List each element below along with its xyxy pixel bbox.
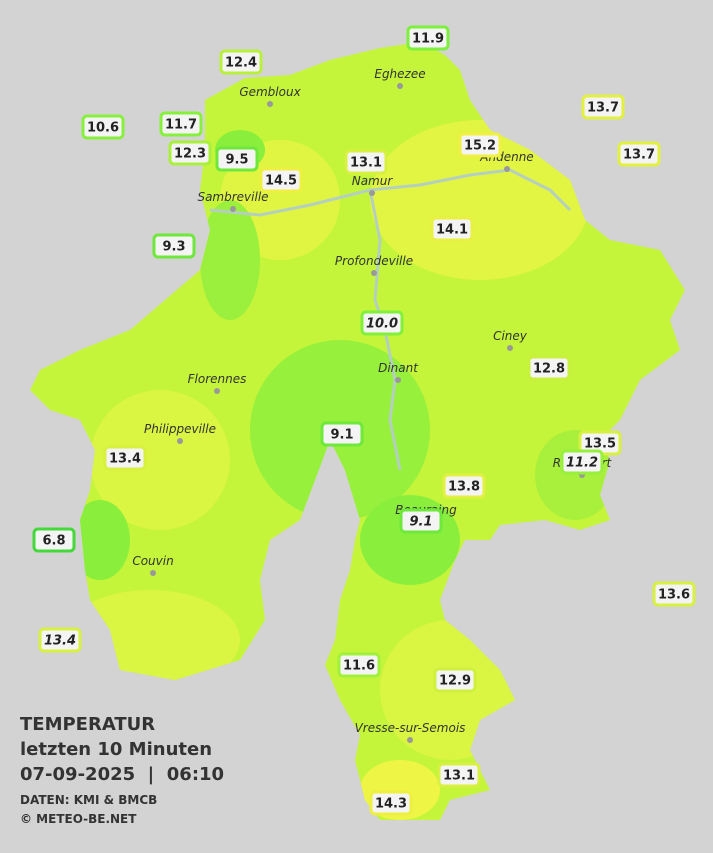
station-value: 9.1 — [330, 428, 353, 443]
station-box — [32, 527, 76, 553]
station-value: 12.3 — [174, 147, 206, 162]
station-box — [430, 216, 474, 242]
station-value: 11.7 — [165, 118, 197, 133]
city-dot — [507, 345, 513, 351]
station-box — [320, 421, 364, 447]
station-value: 12.9 — [439, 674, 471, 689]
city-name: Couvin — [132, 554, 173, 568]
city-name: Eghezee — [374, 67, 425, 81]
station-box — [168, 140, 212, 166]
subtitle: letzten 10 Minuten — [20, 739, 212, 760]
city-name: Gembloux — [239, 85, 301, 99]
city-dot — [397, 83, 403, 89]
station-box — [159, 111, 203, 137]
station-box — [259, 167, 303, 193]
station-value: 13.7 — [623, 148, 655, 163]
city-name: Sambreville — [197, 190, 268, 204]
city-dot — [177, 438, 183, 444]
station-value: 13.1 — [443, 769, 475, 784]
city-dot — [230, 206, 236, 212]
station-box — [406, 25, 450, 51]
station-box — [369, 790, 413, 816]
datetime: 07-09-2025 | 06:10 — [20, 764, 224, 785]
city-dot — [214, 388, 220, 394]
station-value: 14.5 — [265, 174, 297, 189]
station-box — [581, 94, 625, 120]
station-value: 13.1 — [350, 156, 382, 171]
station-value: 9.3 — [162, 240, 185, 255]
city-name: Dinant — [378, 361, 419, 375]
station-box — [152, 233, 196, 259]
station-value: 14.3 — [375, 797, 407, 812]
city-name: Namur — [352, 174, 394, 188]
station-value: 15.2 — [464, 139, 496, 154]
station-box — [337, 652, 381, 678]
station-box — [458, 132, 502, 158]
copyright: © METEO-BE.NET — [20, 812, 137, 826]
station-value: 14.1 — [436, 223, 468, 238]
station-value: 10.6 — [87, 121, 119, 136]
title: TEMPERATUR — [20, 714, 155, 735]
station-value: 12.8 — [533, 362, 565, 377]
city-dot — [395, 377, 401, 383]
station-value: 11.2 — [566, 456, 598, 471]
source: DATEN: KMI & BMCB — [20, 793, 157, 807]
city-dot — [504, 166, 510, 172]
city-name: Profondeville — [335, 254, 413, 268]
station-value: 11.9 — [412, 32, 444, 47]
city-dot — [371, 270, 377, 276]
station-box — [442, 473, 486, 499]
station-box — [81, 114, 125, 140]
station-value: 13.4 — [109, 452, 141, 467]
city-dot — [150, 570, 156, 576]
station-value: 6.8 — [42, 534, 65, 549]
station-box — [215, 146, 259, 172]
station-value: 13.4 — [44, 634, 76, 649]
city-dot — [369, 190, 375, 196]
city-name: Ciney — [493, 329, 528, 343]
city-name: Philippeville — [144, 422, 216, 436]
station-box — [527, 355, 571, 381]
city-name: Florennes — [188, 372, 247, 386]
station-box — [433, 667, 477, 693]
station-box — [103, 445, 147, 471]
station-value: 9.5 — [225, 153, 248, 168]
city-name: Vresse-sur-Semois — [355, 721, 466, 735]
station-box — [399, 508, 443, 534]
city-dot — [267, 101, 273, 107]
stations: 11.9 12.4 10.6 11.7 13.7 13.7 12.3 9.5 13.1 15.2 1… — [32, 25, 696, 816]
station-box — [344, 149, 388, 175]
station-box — [437, 762, 481, 788]
station-value: 13.8 — [448, 480, 480, 495]
station-value: 11.6 — [343, 659, 375, 674]
station-value: 9.1 — [409, 515, 432, 530]
station-box — [360, 310, 404, 336]
station-box — [652, 581, 696, 607]
city-dot — [407, 737, 413, 743]
station-value: 13.7 — [587, 101, 619, 116]
station-box — [560, 449, 604, 475]
station-value: 12.4 — [225, 56, 257, 71]
station-value: 13.6 — [658, 588, 690, 603]
station-box — [38, 627, 82, 653]
station-value: 10.0 — [366, 317, 398, 332]
station-value: 13.5 — [584, 437, 616, 452]
station-box — [617, 141, 661, 167]
station-box — [219, 49, 263, 75]
